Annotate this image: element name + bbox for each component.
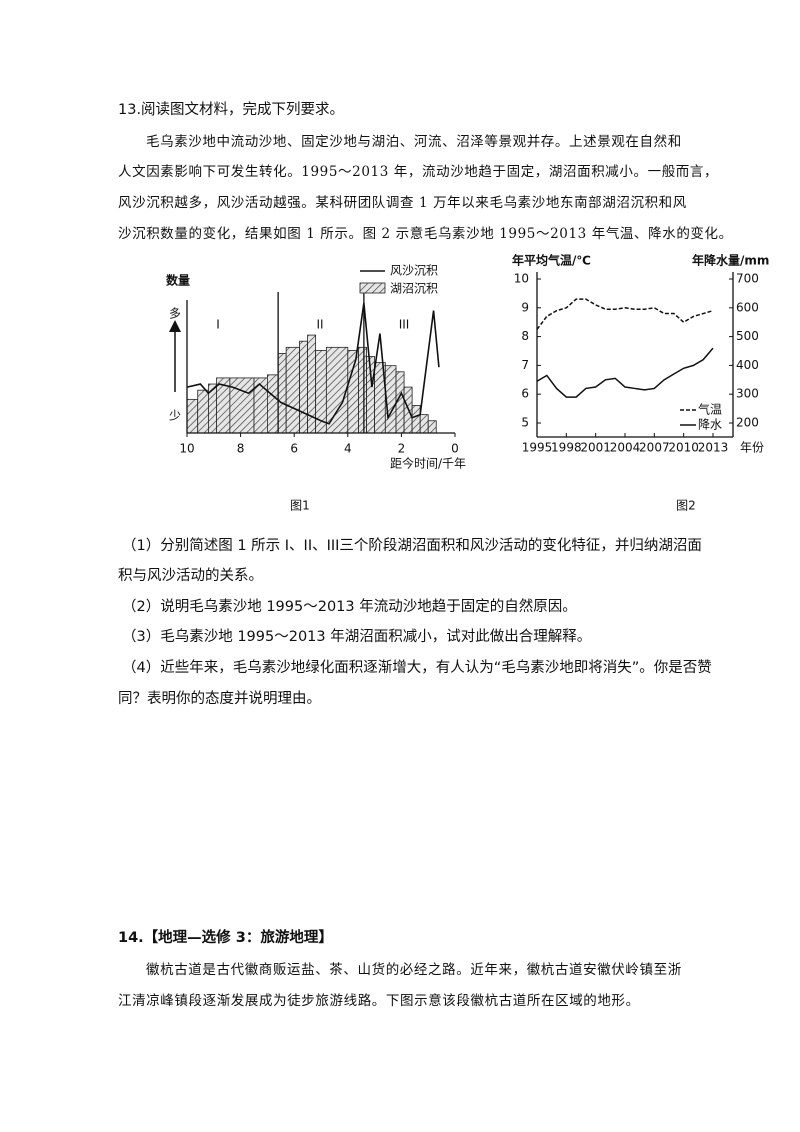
x-tick-label: 2013 — [698, 441, 729, 455]
legend-label: 风沙沉积 — [390, 264, 438, 278]
question: 同？表明你的态度并说明理由。 — [118, 691, 321, 707]
y-label: 年平均气温/℃ — [512, 253, 591, 268]
stage-label: I — [216, 318, 220, 332]
x-tick-label: 2007 — [639, 441, 670, 455]
question-title: 14.【地理—选修 3：旅游地理】 — [118, 930, 333, 946]
lake-bar — [197, 389, 209, 434]
x-label: 距今时间/千年 — [390, 456, 466, 471]
stage-label: III — [399, 318, 410, 332]
passage-line: 人文因素影响下可发生转化。1995～2013 年，流动沙地趋于固定，湖沼面积减小… — [118, 164, 719, 180]
y-tick-label: 8 — [521, 329, 529, 343]
y-tick-label: 6 — [521, 387, 529, 401]
passage-line: 沙沉积数量的变化，结果如图 1 所示。图 2 示意毛乌素沙地 1995～2013… — [118, 226, 733, 242]
passage-line: 徽杭古道是古代徽商贩运盐、茶、山货的必经之路。近年来，徽杭古道安徽伏岭镇至浙 — [146, 962, 682, 978]
y2-tick-label: 500 — [736, 329, 759, 343]
lake-bar — [347, 349, 359, 434]
y2-tick-label: 700 — [736, 272, 759, 286]
x-tick-label: 0 — [451, 442, 459, 456]
y-low: 少 — [169, 409, 181, 423]
x-tick-label: 2004 — [610, 441, 641, 455]
question: （1）分别简述图 1 所示 I、II、III三个阶段湖沼面积和风沙活动的变化特征… — [122, 538, 702, 554]
question-title: 13.阅读图文材料，完成下列要求。 — [118, 102, 345, 118]
legend-swatch — [359, 282, 386, 294]
y-high: 多 — [169, 307, 181, 321]
caption: 图1 — [290, 499, 310, 513]
question: （2）说明毛乌素沙地 1995～2013 年流动沙地趋于固定的自然原因。 — [122, 599, 577, 615]
lake-bar — [358, 346, 367, 434]
y2-tick-label: 300 — [736, 387, 759, 401]
passage-line: 毛乌素沙地中流动沙地、固定沙地与湖泊、河流、沼泽等景观并存。上述景观在自然和 — [146, 134, 682, 150]
lake-bar — [299, 340, 308, 434]
x-tick-label: 2001 — [580, 441, 611, 455]
passage-line: 江清凉峰镇段逐渐发展成为徒步旅游线路。下图示意该段徽杭古道所在区域的地形。 — [118, 993, 640, 1009]
lake-bar — [411, 405, 421, 434]
lake-bar — [277, 353, 287, 434]
y2-tick-label: 400 — [736, 358, 759, 372]
series-line — [536, 347, 714, 398]
lake-bar — [229, 377, 255, 434]
lake-bar — [266, 374, 279, 434]
lake-bar — [427, 420, 437, 434]
x-tick-label: 2010 — [668, 441, 699, 455]
lake-bar — [325, 346, 349, 434]
y-tick-label: 7 — [521, 358, 529, 372]
question: （4）近些年来，毛乌素沙地绿化面积逐渐增大，有人认为“毛乌素沙地即将消失”。你是… — [122, 660, 712, 676]
x-tick-label: 6 — [290, 442, 298, 456]
x-tick-label: 4 — [344, 442, 352, 456]
caption: 图2 — [676, 499, 696, 513]
x-tick-label: 1995 — [522, 441, 553, 455]
question: 积与风沙活动的关系。 — [118, 568, 263, 584]
y-tick-label: 10 — [514, 272, 529, 286]
passage-line: 风沙沉积越多，风沙活动越强。某科研团队调查 1 万年以来毛乌素沙地东南部湖沼沉积… — [118, 195, 687, 211]
x-label: 年份 — [740, 441, 764, 455]
legend-label: 湖沼沉积 — [390, 281, 438, 296]
legend-label: 气温 — [698, 402, 722, 417]
y-tick-label: 9 — [521, 300, 529, 314]
x-tick-label: 10 — [179, 442, 194, 456]
lake-bar — [186, 398, 199, 434]
y-tick-label: 5 — [521, 416, 529, 430]
lake-bar — [419, 414, 429, 434]
y2-tick-label: 600 — [736, 300, 759, 314]
legend-label: 降水 — [698, 418, 722, 432]
stage-label: II — [316, 318, 323, 332]
y2-tick-label: 200 — [736, 416, 759, 430]
question: （3）毛乌素沙地 1995～2013 年湖沼面积减小，试对此做出合理解释。 — [122, 629, 592, 645]
x-tick-label: 8 — [237, 442, 245, 456]
series-line — [536, 298, 714, 330]
x-tick-label: 2 — [398, 442, 406, 456]
y-label: 数量 — [166, 273, 190, 288]
wind-line — [186, 302, 440, 425]
x-tick-label: 1998 — [551, 441, 582, 455]
lake-bar — [285, 346, 300, 434]
y2-label: 年降水量/mm — [692, 253, 769, 268]
